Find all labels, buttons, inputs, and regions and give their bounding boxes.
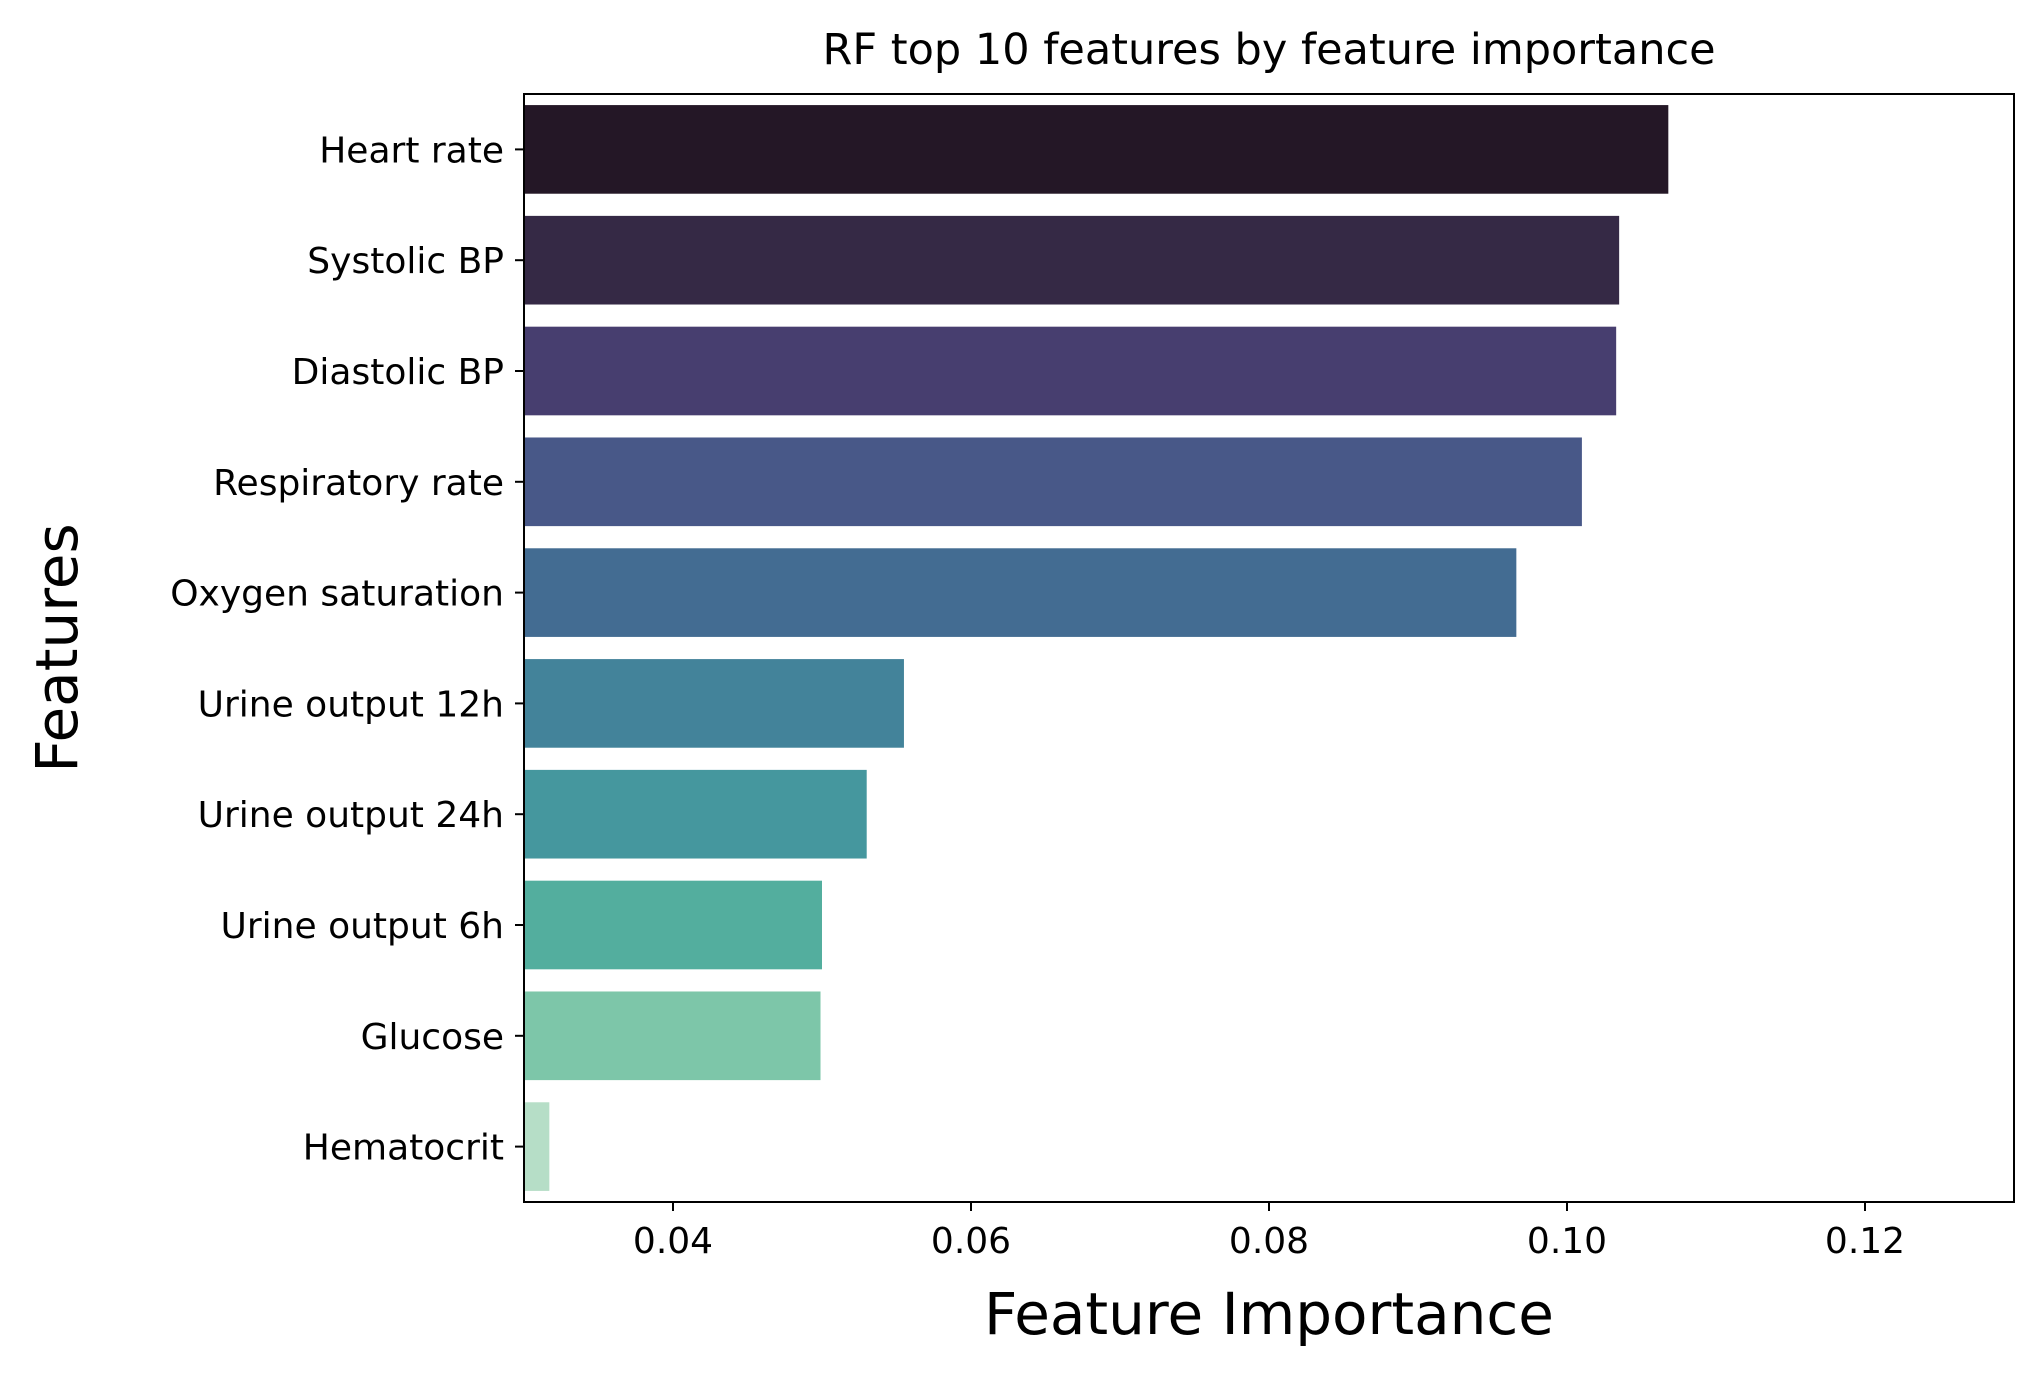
y-tick-label: Respiratory rate: [213, 463, 504, 504]
bar-urine-output-6h: [524, 880, 822, 970]
ticks-layer: Heart rate Systolic BP Diastolic BP Respira…: [170, 130, 1905, 1262]
y-tick-label: Hematocrit: [303, 1128, 504, 1169]
x-tick-label: 0.04: [633, 1221, 713, 1262]
bars-layer: [524, 105, 1669, 1191]
y-tick-label: Glucose: [361, 1017, 504, 1058]
y-tick-label: Heart rate: [319, 130, 504, 171]
x-tick-label: 0.06: [931, 1221, 1011, 1262]
y-tick-label: Systolic BP: [307, 241, 504, 282]
bar-urine-output-12h: [524, 659, 904, 748]
x-tick-label: 0.12: [1825, 1221, 1905, 1262]
y-tick-label: Urine output 12h: [198, 684, 504, 725]
y-tick-label: Oxygen saturation: [170, 574, 504, 615]
x-tick-label: 0.08: [1229, 1221, 1309, 1262]
y-tick-label: Diastolic BP: [292, 352, 504, 393]
bar-heart-rate: [524, 105, 1669, 194]
x-axis-label: Feature Importance: [984, 1280, 1554, 1348]
chart-title: RF top 10 features by feature importance: [822, 25, 1715, 75]
y-tick-label: Urine output 6h: [221, 906, 504, 947]
bar-oxygen-saturation: [524, 548, 1517, 637]
y-axis-label: Features: [23, 523, 91, 772]
x-tick-label: 0.10: [1527, 1221, 1607, 1262]
plot-frame: [523, 93, 2015, 1203]
bar-glucose: [524, 991, 821, 1081]
bar-hematocrit: [524, 1102, 550, 1191]
y-tick-label: Urine output 24h: [198, 795, 504, 836]
bar-urine-output-24h: [524, 769, 867, 859]
bar-systolic-bp: [524, 215, 1620, 305]
bar-diastolic-bp: [524, 326, 1617, 416]
bar-respiratory-rate: [524, 437, 1582, 527]
